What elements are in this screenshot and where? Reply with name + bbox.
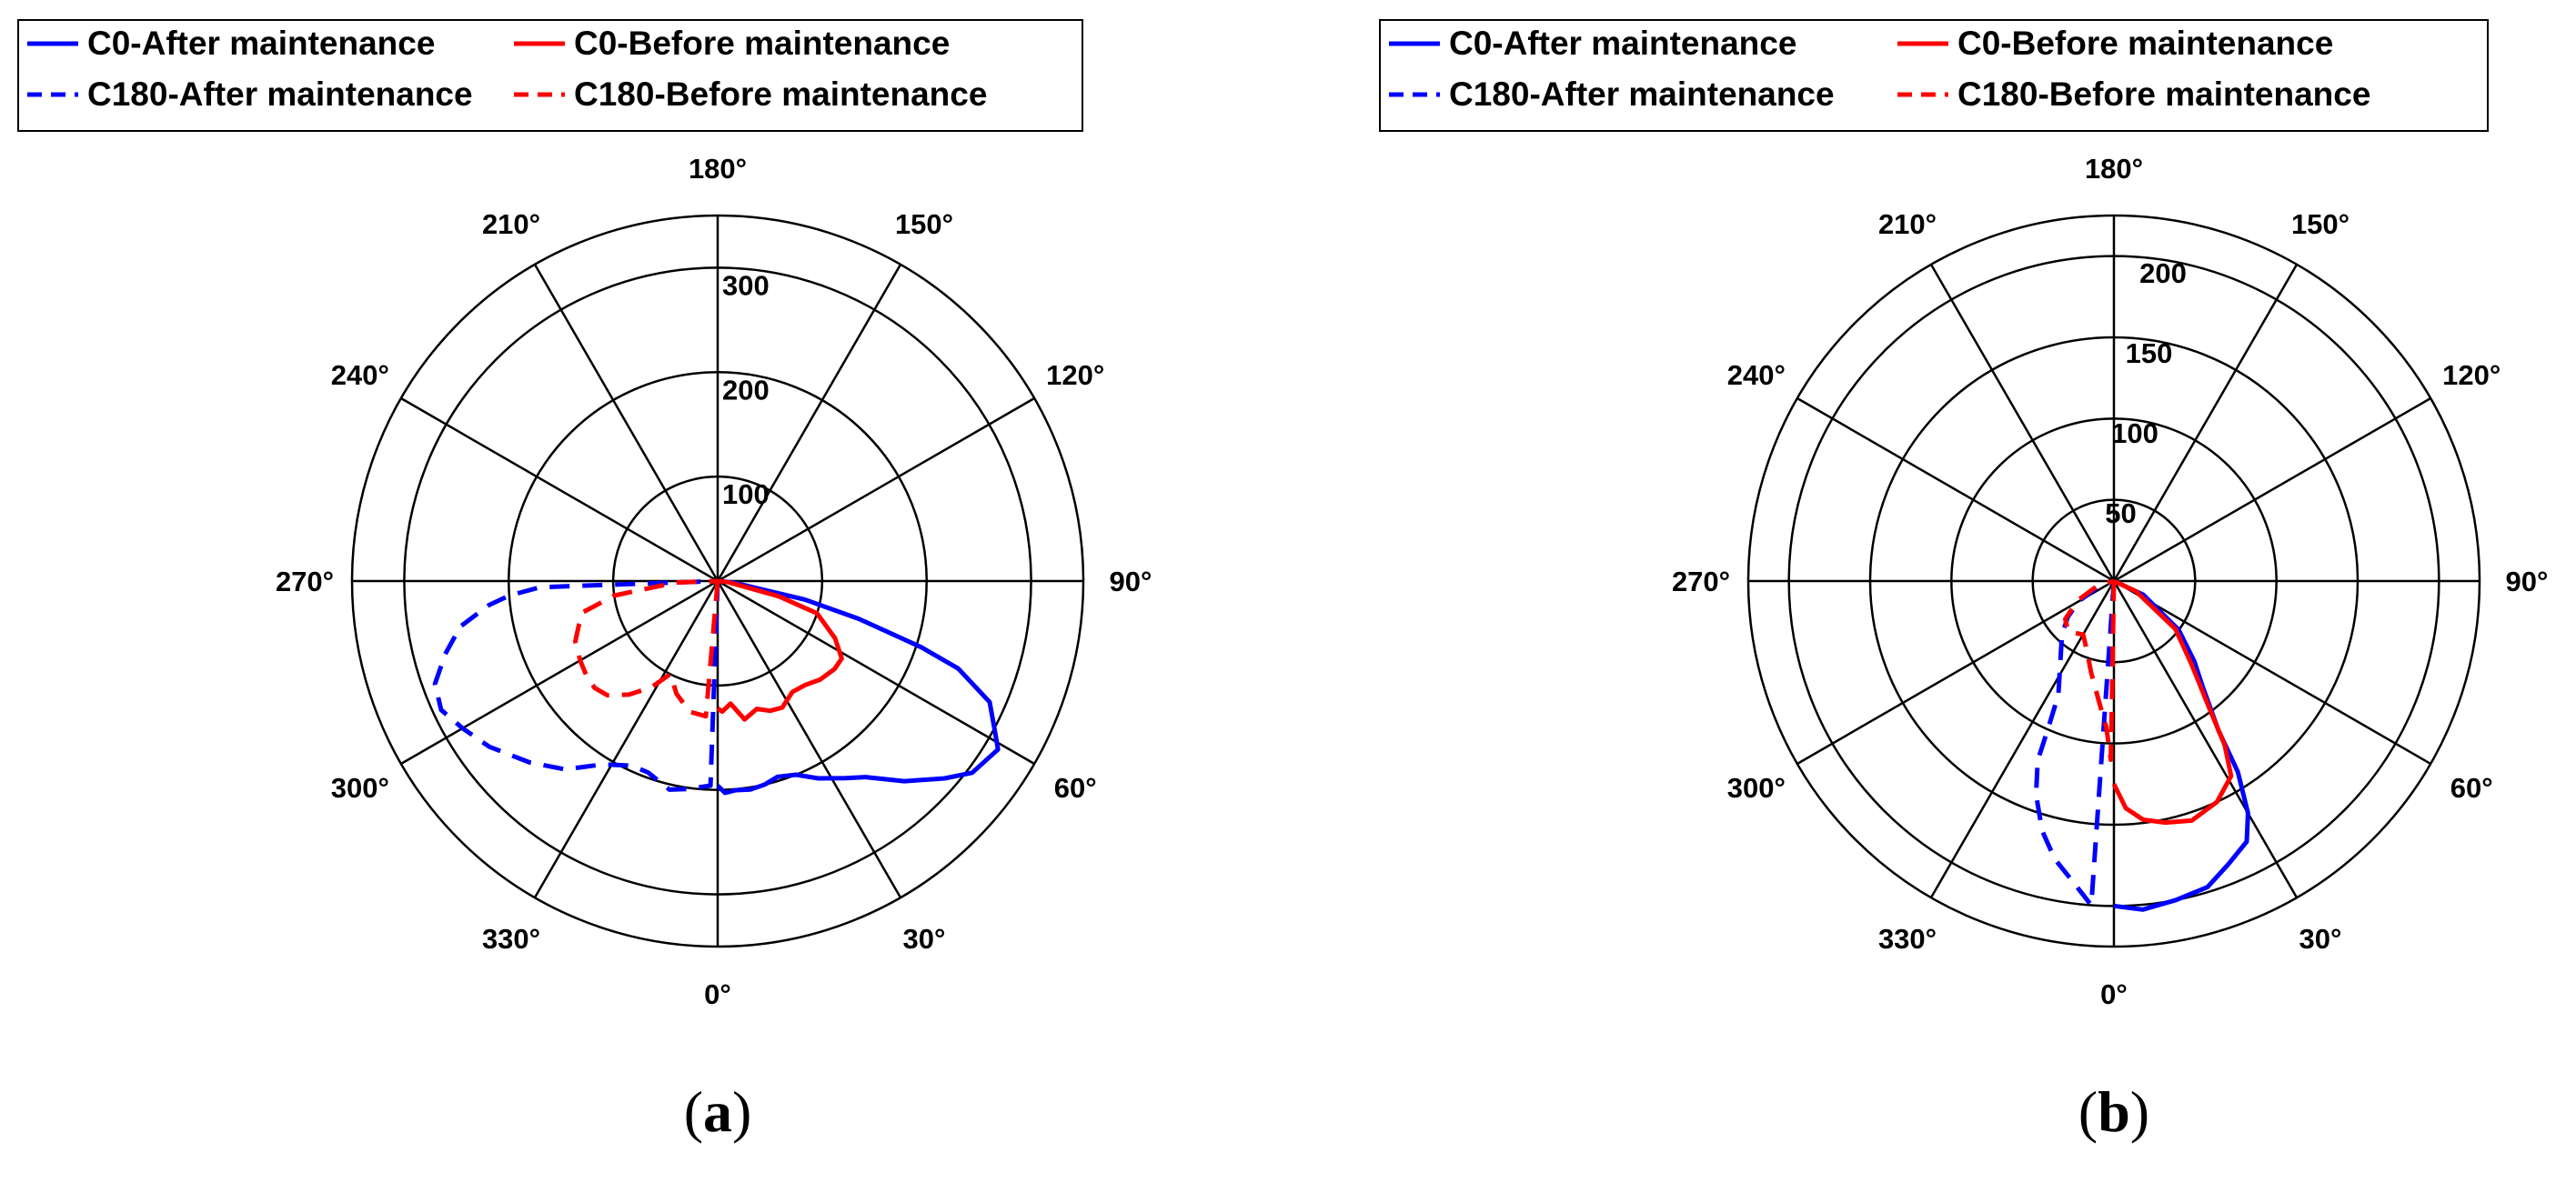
theta-tick-label: 210° [482, 208, 540, 240]
caption-letter: a [703, 1079, 732, 1144]
polar-chart-a: 0° 30° 60° 90° 120° 150° 180° 210° 240° 270° 300° 3… [17, 19, 1152, 1144]
legend-label-3: C180-Before maintenance [574, 75, 987, 113]
theta-tick-label: 210° [1878, 208, 1937, 240]
legend-label-0: C0-After maintenance [87, 25, 435, 62]
legend-box [17, 19, 1083, 132]
legend-label-2: C180-After maintenance [87, 75, 473, 113]
theta-tick-label: 30° [903, 923, 946, 955]
theta-tick-label: 180° [689, 153, 747, 185]
series-line-0 [716, 578, 1001, 796]
radial-tick-label: 300 [722, 269, 770, 301]
theta-tick-label: 120° [2442, 359, 2501, 391]
theta-tick-label: 270° [276, 566, 334, 597]
series-line-3 [2063, 578, 2117, 762]
series-line-1 [716, 578, 844, 722]
theta-tick-label: 300° [1727, 772, 1786, 804]
series-line-0 [2112, 578, 2250, 912]
panel-caption: (a) [684, 1079, 752, 1144]
theta-tick-label: 90° [2506, 566, 2549, 597]
theta-tick-label: 240° [331, 359, 389, 391]
series-line-2 [2033, 578, 2117, 907]
caption-letter: b [2098, 1079, 2130, 1144]
radial-tick-label: 200 [722, 374, 770, 406]
series-line-3 [573, 578, 720, 719]
theta-tick-label: 150° [895, 208, 953, 240]
panel-caption: (b) [2078, 1079, 2149, 1144]
legend-label-1: C0-Before maintenance [574, 25, 950, 62]
radial-tick-label: 50 [2105, 497, 2136, 529]
caption-close: ) [2130, 1079, 2149, 1144]
caption-close: ) [732, 1079, 751, 1144]
theta-tick-label: 180° [2085, 153, 2143, 185]
caption-open: ( [684, 1079, 703, 1144]
series-line-1 [2111, 578, 2234, 826]
radial-tick-label: 100 [2111, 417, 2158, 449]
series-line-2 [432, 578, 720, 792]
theta-tick-label: 90° [1110, 566, 1152, 597]
legend-label-2: C180-After maintenance [1449, 75, 1835, 113]
legend-box [1379, 19, 2489, 132]
legend-label-1: C0-Before maintenance [1957, 25, 2333, 62]
theta-tick-label: 120° [1046, 359, 1104, 391]
theta-tick-label: 330° [482, 923, 540, 955]
radial-tick-label: 100 [722, 478, 770, 510]
caption-open: ( [2078, 1079, 2098, 1144]
theta-tick-label: 30° [2299, 923, 2342, 955]
theta-tick-label: 270° [1672, 566, 1730, 597]
radial-tick-label: 200 [2139, 257, 2187, 289]
theta-tick-label: 330° [1878, 923, 1937, 955]
theta-tick-label: 60° [1054, 772, 1097, 804]
theta-tick-label: 240° [1727, 359, 1786, 391]
theta-tick-label: 0° [2100, 978, 2128, 1010]
theta-tick-label: 60° [2450, 772, 2493, 804]
theta-tick-label: 0° [704, 978, 731, 1010]
legend-label-0: C0-After maintenance [1449, 25, 1796, 62]
polar-chart-b: 0° 30° 60° 90° 120° 150° 180° 210° 240° 270° 300° 3… [1379, 19, 2549, 1144]
radial-tick-label: 150 [2126, 337, 2173, 369]
theta-tick-label: 150° [2291, 208, 2350, 240]
theta-tick-label: 300° [331, 772, 389, 804]
legend-label-3: C180-Before maintenance [1957, 75, 2370, 113]
